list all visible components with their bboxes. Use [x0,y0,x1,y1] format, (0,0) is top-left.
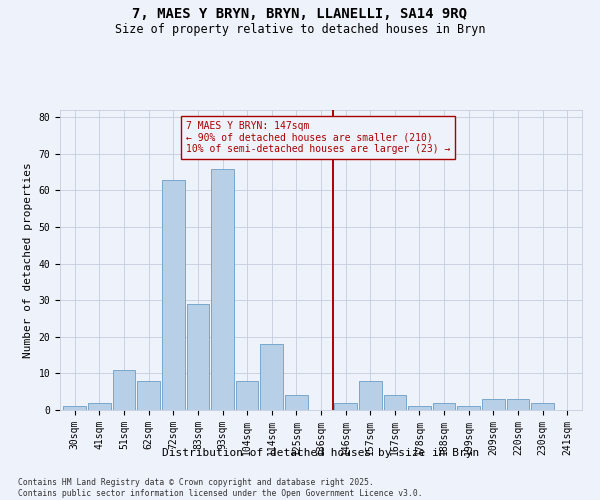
Bar [187,304,209,410]
Bar [531,402,554,410]
Bar [482,399,505,410]
Text: 7 MAES Y BRYN: 147sqm
← 90% of detached houses are smaller (210)
10% of semi-det: 7 MAES Y BRYN: 147sqm ← 90% of detached … [185,121,450,154]
Bar [383,396,406,410]
Text: Contains HM Land Registry data © Crown copyright and database right 2025.
Contai: Contains HM Land Registry data © Crown c… [18,478,422,498]
Bar [88,402,111,410]
Bar [236,380,259,410]
Bar [113,370,136,410]
Bar [162,180,185,410]
Bar [408,406,431,410]
Bar [64,406,86,410]
Text: Distribution of detached houses by size in Bryn: Distribution of detached houses by size … [163,448,479,458]
Bar [211,168,234,410]
Bar [137,380,160,410]
Bar [359,380,382,410]
Bar [457,406,480,410]
Text: 7, MAES Y BRYN, BRYN, LLANELLI, SA14 9RQ: 7, MAES Y BRYN, BRYN, LLANELLI, SA14 9RQ [133,8,467,22]
Y-axis label: Number of detached properties: Number of detached properties [23,162,33,358]
Bar [260,344,283,410]
Bar [433,402,455,410]
Bar [506,399,529,410]
Bar [285,396,308,410]
Bar [334,402,357,410]
Text: Size of property relative to detached houses in Bryn: Size of property relative to detached ho… [115,22,485,36]
